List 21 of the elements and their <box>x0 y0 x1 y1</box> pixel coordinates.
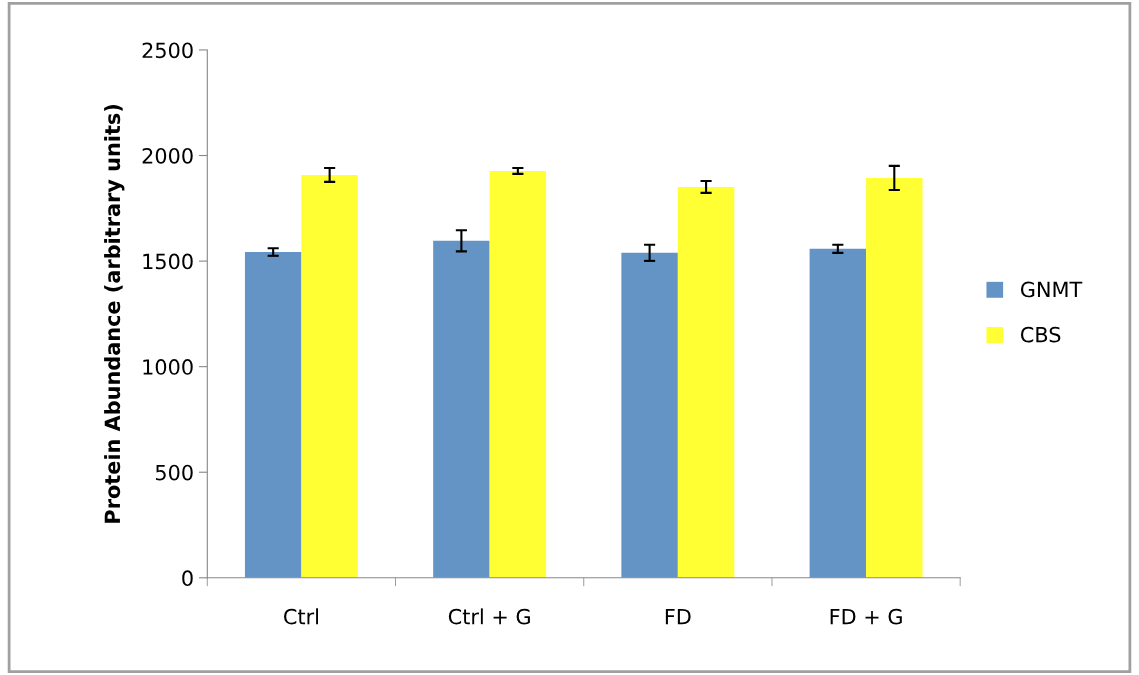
bar <box>244 252 302 578</box>
bar <box>866 177 923 578</box>
y-tick-label: 2500 <box>142 42 193 59</box>
x-tick-label: FD <box>665 609 691 625</box>
y-tick-label: 1500 <box>143 253 193 270</box>
legend-label: GNMT <box>1020 281 1083 298</box>
x-tick-label: Ctrl <box>284 608 318 625</box>
bar <box>677 186 735 578</box>
x-tick-label: Ctrl + G <box>448 608 530 625</box>
y-tick-label: 500 <box>155 464 193 481</box>
y-tick-label: 2000 <box>142 147 193 164</box>
y-axis-title: Protein Abundance (arbitrary units) <box>104 104 125 523</box>
y-tick-label: 1000 <box>143 359 193 375</box>
bar <box>489 170 547 578</box>
x-tick-label: FD + G <box>830 608 902 625</box>
y-tick-label: 0 <box>182 570 193 587</box>
bar <box>433 240 490 578</box>
bar <box>809 248 867 578</box>
legend-label: CBS <box>1020 326 1061 343</box>
bar <box>621 252 678 578</box>
bar <box>301 174 358 578</box>
